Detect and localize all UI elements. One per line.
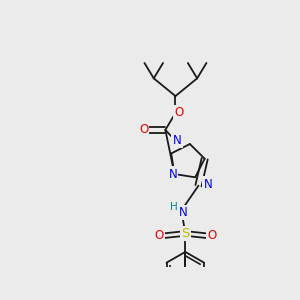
Text: S: S (181, 227, 190, 240)
Text: O: O (139, 123, 148, 136)
Text: N: N (203, 178, 212, 190)
Text: O: O (207, 229, 216, 242)
Text: N: N (169, 167, 177, 181)
Text: O: O (174, 106, 183, 119)
Text: N: N (178, 206, 188, 219)
Text: O: O (154, 229, 164, 242)
Text: N: N (172, 134, 182, 147)
Text: H: H (170, 202, 178, 212)
